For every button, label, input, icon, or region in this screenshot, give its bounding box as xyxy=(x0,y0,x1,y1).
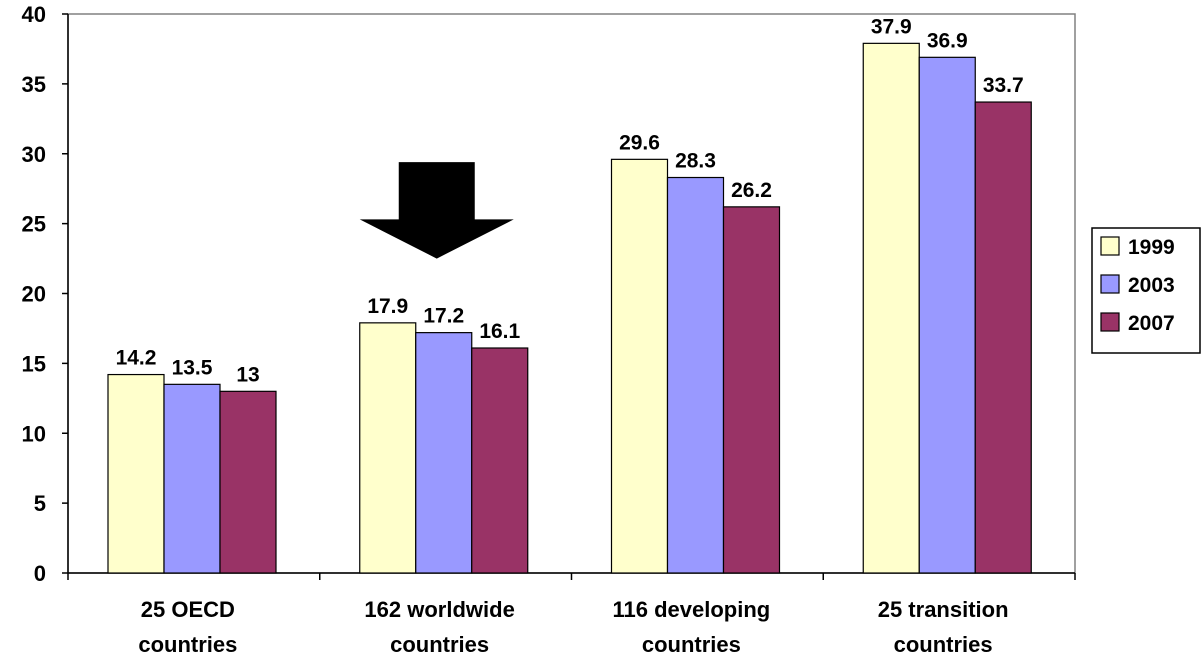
bar-2003 xyxy=(666,176,725,574)
x-category-label: countries xyxy=(894,632,993,657)
y-tick-label: 0 xyxy=(34,561,46,586)
x-category-label: countries xyxy=(138,632,237,657)
bar-2007 xyxy=(974,101,1032,574)
data-label: 37.9 xyxy=(871,15,912,38)
x-category-label: 25 OECD xyxy=(141,597,235,622)
bar-2007 xyxy=(722,206,781,574)
data-label: 26.2 xyxy=(731,179,772,202)
legend-swatch-1999 xyxy=(1100,236,1120,256)
data-label: 13 xyxy=(236,363,259,386)
y-tick-label: 10 xyxy=(22,421,46,446)
bars xyxy=(107,42,1032,574)
bar-2003 xyxy=(918,56,976,574)
bar-2007 xyxy=(219,390,277,574)
legend-swatch-2007 xyxy=(1100,312,1120,332)
down-arrow-icon xyxy=(359,162,514,259)
y-tick-label: 35 xyxy=(22,72,46,97)
y-tick-label: 30 xyxy=(22,142,46,167)
bar-1999 xyxy=(862,42,920,574)
legend-label: 2003 xyxy=(1128,274,1175,297)
data-label: 14.2 xyxy=(116,347,157,370)
data-label: 16.1 xyxy=(479,320,520,343)
data-label: 29.6 xyxy=(619,131,660,154)
bar-1999 xyxy=(610,158,669,574)
bar-1999 xyxy=(107,373,165,574)
data-label: 13.5 xyxy=(172,356,213,379)
bar-2003 xyxy=(163,383,221,574)
y-tick-label: 15 xyxy=(22,351,46,376)
x-category-label: countries xyxy=(390,632,489,657)
data-label: 36.9 xyxy=(927,29,968,52)
legend: 1999 2003 2007 xyxy=(1091,227,1201,354)
y-tick-label: 40 xyxy=(22,2,46,27)
data-label: 33.7 xyxy=(983,74,1024,97)
legend-label: 2007 xyxy=(1128,312,1175,335)
data-labels: 14.2 17.9 29.6 37.9 13.5 17.2 28.3 36.9 13 16.1 26… xyxy=(116,15,1024,386)
legend-swatch-2003 xyxy=(1100,274,1120,294)
bar-1999 xyxy=(359,322,417,574)
annotation xyxy=(359,162,514,259)
x-axis: 25 OECD countries 162 worldwide countries 11… xyxy=(67,572,1076,657)
y-tick-label: 5 xyxy=(34,491,46,516)
y-axis: 0 5 10 15 20 25 30 35 40 xyxy=(22,2,69,586)
x-category-label: 25 transition xyxy=(878,597,1009,622)
legend-label: 1999 xyxy=(1128,236,1175,259)
data-label: 17.9 xyxy=(367,295,408,318)
data-label: 28.3 xyxy=(675,150,716,173)
x-category-label: countries xyxy=(642,632,741,657)
x-category-label: 162 worldwide xyxy=(364,597,514,622)
x-category-label: 116 developing xyxy=(613,597,771,622)
bar-2007 xyxy=(471,347,529,574)
bar-2003 xyxy=(415,332,473,574)
y-tick-label: 20 xyxy=(22,282,46,307)
data-label: 17.2 xyxy=(423,305,464,328)
y-tick-label: 25 xyxy=(22,212,46,237)
